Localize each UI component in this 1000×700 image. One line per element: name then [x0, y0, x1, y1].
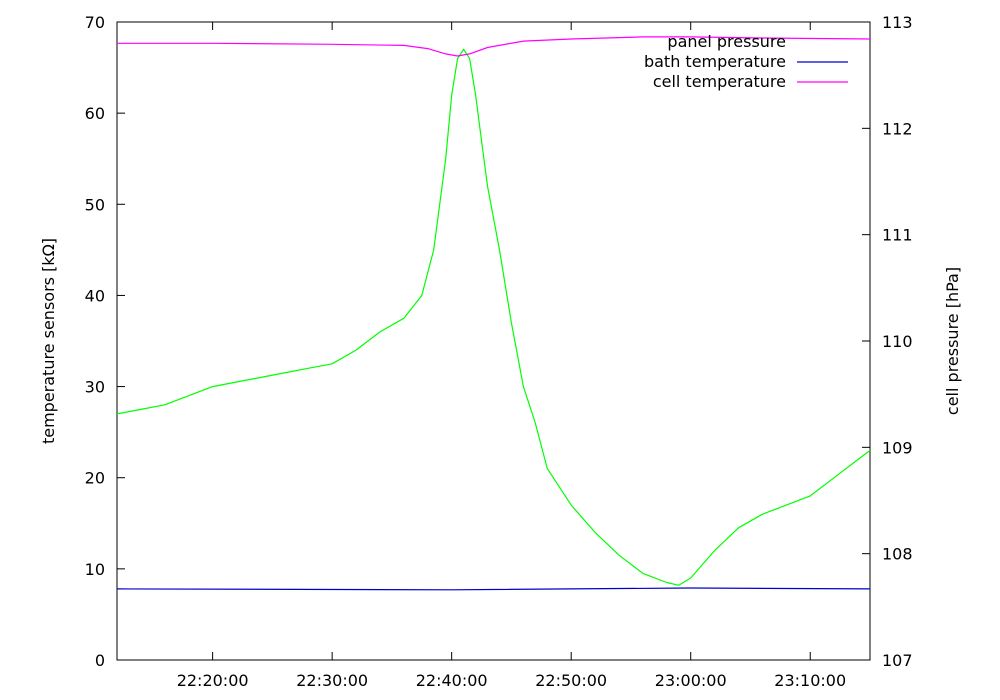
y2-tick-label: 111	[882, 226, 913, 245]
x-tick-label: 22:30:00	[296, 671, 368, 690]
plot-area-frame	[116, 21, 871, 661]
y-tick-label: 0	[95, 651, 105, 670]
y-tick-label: 30	[85, 378, 105, 397]
y-tick-label: 70	[85, 13, 105, 32]
y-tick-label: 40	[85, 286, 105, 305]
legend-label-bath-temperature: bath temperature	[644, 52, 786, 71]
x-tick-label: 23:10:00	[774, 671, 846, 690]
series-layer	[116, 36, 871, 591]
legend-label-panel-pressure: panel pressure	[667, 32, 786, 51]
y2-tick-label: 107	[882, 651, 913, 670]
y2-tick-label: 112	[882, 119, 913, 138]
x-tick-label: 22:50:00	[535, 671, 607, 690]
y-tick-label: 10	[85, 560, 105, 579]
y2-axis-title: cell pressure [hPa]	[943, 267, 962, 415]
x-tick-label: 23:00:00	[655, 671, 727, 690]
y-axis-title: temperature sensors [kΩ]	[39, 238, 58, 444]
x-axis-ticks: 22:20:00 22:30:00 22:40:00 22:50:00 23:00:00…	[177, 22, 846, 690]
y-axis-ticks: 0 10 20 30 40 50 60 70	[85, 13, 125, 670]
series-line-cell-temperature	[117, 36, 871, 57]
x-tick-label: 22:40:00	[416, 671, 488, 690]
y2-tick-label: 109	[882, 438, 913, 457]
x-tick-label: 22:20:00	[177, 671, 249, 690]
y2-axis-ticks: 107 108 109 110 111 112 113	[862, 13, 913, 670]
y-tick-label: 60	[85, 104, 105, 123]
series-line-bath-temperature	[116, 587, 871, 591]
y2-tick-label: 110	[882, 332, 913, 351]
y-tick-label: 20	[85, 469, 105, 488]
series-line-panel-pressure	[116, 48, 871, 586]
y-tick-label: 50	[85, 195, 105, 214]
y2-tick-label: 108	[882, 545, 913, 564]
y2-tick-label: 113	[882, 13, 913, 32]
legend-label-cell-temperature: cell temperature	[653, 72, 786, 91]
